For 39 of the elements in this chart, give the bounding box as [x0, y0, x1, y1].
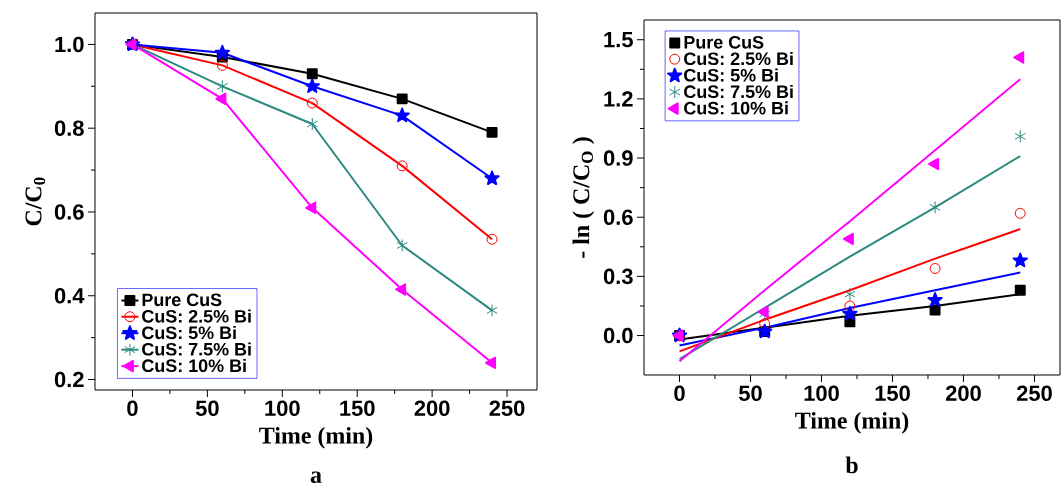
y-tick-label: 0.6	[603, 209, 633, 225]
legend-label: CuS: 5% Bi	[684, 68, 778, 82]
x-tick-label: 100	[265, 400, 300, 417]
x-tick-label: 50	[738, 385, 762, 402]
y-tick-label: 0.2	[54, 371, 84, 388]
y-tick-label: 0.8	[54, 120, 84, 136]
y-tick-label: 1.0	[55, 36, 84, 53]
x-axis-title: Time (min)	[259, 426, 373, 449]
x-tick-label: 100	[804, 385, 839, 402]
x-tick-label: 150	[340, 400, 375, 417]
x-tick-label: 200	[945, 385, 981, 402]
text: a	[310, 471, 322, 483]
legend-label: CuS: 10% Bi	[142, 358, 246, 373]
text: b	[845, 456, 858, 474]
legend-label: CuS: 2.5% Bi	[684, 51, 793, 66]
x-tick-label: 250	[489, 400, 525, 417]
x-tick-label: 200	[414, 400, 450, 417]
x-axis-title: Time (min)	[795, 411, 909, 434]
x-tick-label: 50	[195, 400, 219, 417]
legend-label: Pure CuS	[142, 293, 222, 307]
x-tick-label: 0	[127, 400, 138, 417]
y-axis-title: - ln ( C/C$_{O}$ )	[572, 137, 595, 258]
legend-label: CuS: 7.5% Bi	[684, 84, 793, 99]
y-tick-label: 1.5	[604, 32, 633, 48]
x-tick-label: 250	[1016, 385, 1052, 402]
y-tick-label: 0.6	[54, 204, 84, 220]
y-tick-label: 0.4	[54, 287, 85, 304]
x-tick-label: 150	[875, 385, 910, 402]
y-tick-label: 1.2	[604, 91, 633, 107]
legend-label: CuS: 5% Bi	[142, 325, 236, 340]
legend-label: CuS: 10% Bi	[684, 101, 788, 115]
legend-label: CuS: 2.5% Bi	[142, 309, 251, 323]
legend-label: CuS: 7.5% Bi	[142, 342, 251, 356]
y-tick-label: 0.0	[603, 327, 633, 344]
x-tick-label: 0	[674, 385, 685, 402]
legend-label: Pure CuS	[684, 35, 764, 49]
y-tick-label: 0.3	[603, 268, 633, 285]
y-axis-title: C/C$_{0}$	[25, 177, 46, 226]
y-tick-label: 0.9	[603, 150, 633, 166]
